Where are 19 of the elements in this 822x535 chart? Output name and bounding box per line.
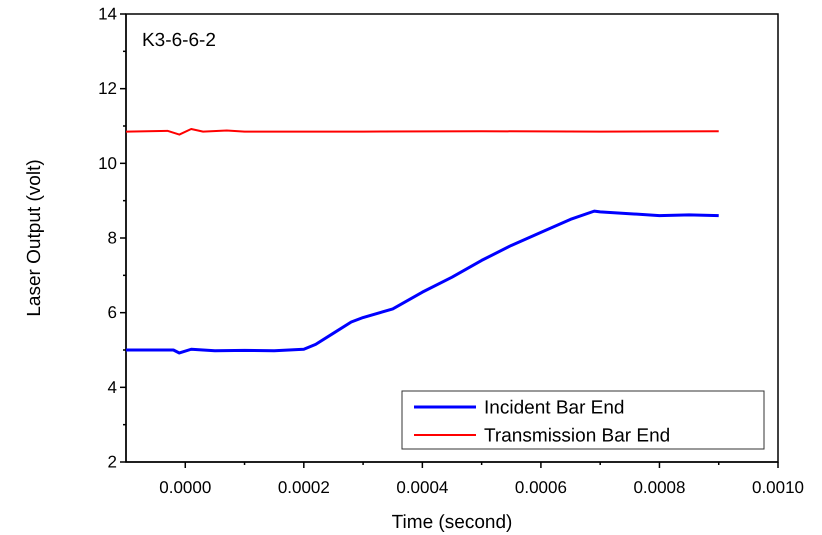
y-tick-label: 6 (108, 303, 117, 322)
x-tick-label: 0.0004 (396, 478, 448, 498)
y-tick-label: 10 (98, 154, 117, 173)
y-tick-label: 2 (108, 452, 117, 472)
legend-label: Incident Bar End (484, 398, 624, 419)
x-tick-label: 0.0002 (278, 478, 330, 498)
x-axis-title: Time (second) (392, 512, 512, 533)
x-tick-label: 0.0006 (514, 478, 567, 498)
x-tick-label: 0.0000 (159, 478, 212, 498)
line-series (124, 210, 720, 354)
y-tick-label: 14 (98, 4, 117, 24)
y-axis-title: Laser Output (volt) (24, 159, 45, 317)
legend-label: Transmission Bar End (484, 426, 670, 447)
x-tick-label: 0.0010 (752, 478, 804, 498)
y-tick-label: 4 (108, 378, 117, 397)
x-tick-label: 0.0008 (633, 478, 686, 498)
y-tick-label: 12 (98, 79, 117, 98)
annotation: K3-6-6-2 (142, 30, 216, 51)
y-tick-label: 8 (108, 228, 117, 248)
